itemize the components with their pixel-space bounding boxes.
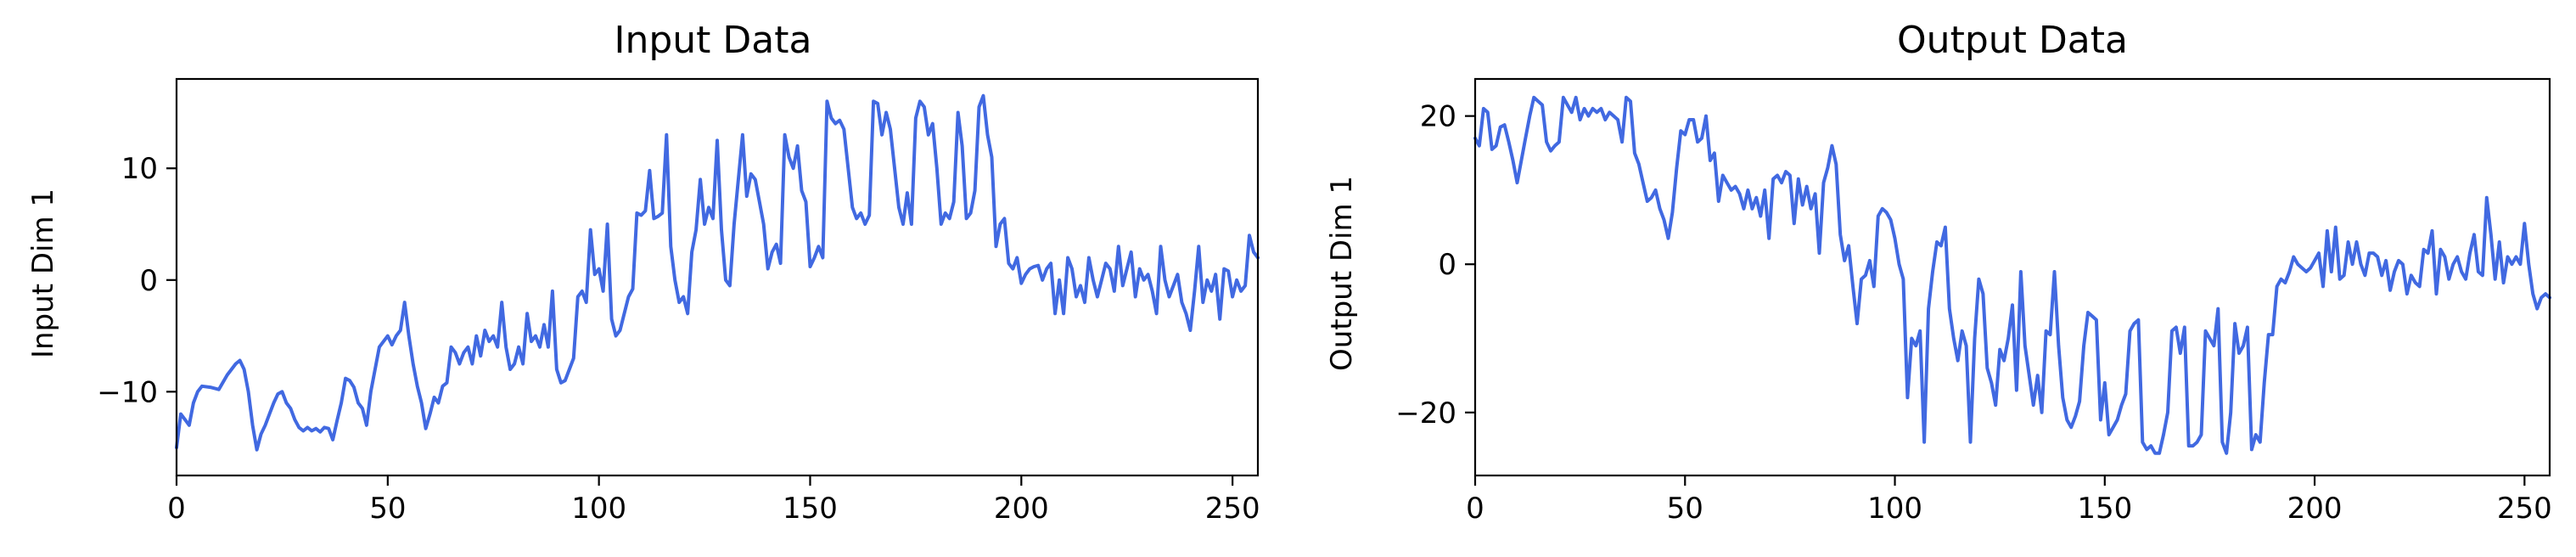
output-chart-ticks: 0 50 100 150 200 250 −20 0 20 [1395,100,2552,526]
output-series-line [1473,95,2551,455]
input-chart-ylabel: Input Dim 1 [26,188,60,358]
y-tick-label: −20 [1395,397,1456,430]
output-chart-title: Output Data [1897,19,2128,62]
input-data-chart: Input Data Input Dim 1 0 50 100 150 200 250−1… [26,19,1260,526]
x-tick-label: 100 [571,492,626,526]
x-tick-label: 200 [994,492,1049,526]
input-chart-ticks: 0 50 100 150 200 250 −10 0 10 [97,152,1260,526]
x-tick-label: 0 [1466,492,1484,526]
x-tick-label: 250 [2497,492,2552,526]
input-chart-title: Input Data [615,19,812,62]
x-tick-label: 50 [1667,492,1703,526]
output-chart-frame [1473,77,2551,477]
x-tick-label: 0 [167,492,186,526]
output-chart-ylabel: Output Dim 1 [1325,176,1359,371]
x-tick-label: 150 [783,492,838,526]
y-tick-label: 0 [139,264,158,298]
x-tick-label: 250 [1205,492,1260,526]
x-tick-label: 200 [2287,492,2343,526]
x-tick-label: 50 [369,492,406,526]
y-tick-label: 20 [1420,100,1456,134]
y-tick-label: −10 [97,375,158,409]
y-tick-label: 10 [121,152,158,186]
x-tick-label: 150 [2077,492,2132,526]
input-chart-frame [175,77,1260,477]
input-series-line [175,93,1260,452]
y-tick-label: 0 [1438,248,1456,282]
output-data-chart: Output Data Output Dim 1 0 50 100 150 200 250… [1325,19,2552,526]
x-tick-label: 100 [1867,492,1922,526]
